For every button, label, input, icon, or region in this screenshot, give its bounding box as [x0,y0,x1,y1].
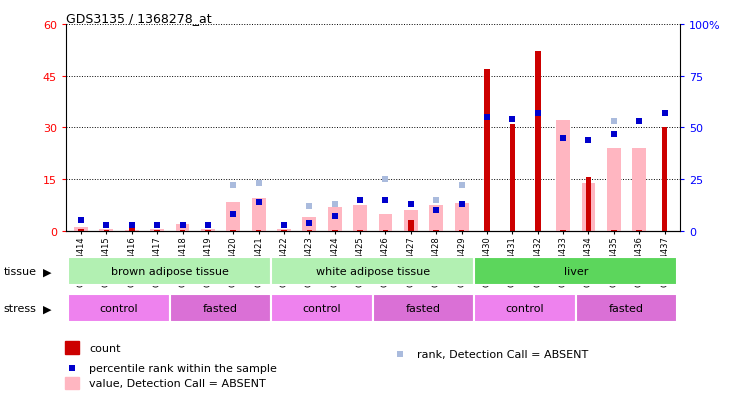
Text: fasted: fasted [406,304,441,314]
Bar [556,121,570,231]
Text: fasted: fasted [609,304,644,314]
Text: GDS3135 / 1368278_at: GDS3135 / 1368278_at [66,12,211,25]
Bar [632,149,646,231]
Bar [68,295,170,323]
Bar [150,230,164,231]
Bar [404,211,418,231]
Text: ▶: ▶ [43,304,52,314]
Bar [99,230,113,231]
Bar [535,52,540,231]
Bar [429,206,443,231]
Bar [327,207,341,231]
Text: tissue: tissue [4,266,37,277]
Bar [474,258,678,285]
Bar [662,128,667,231]
Bar [65,377,79,389]
Bar [353,206,367,231]
Bar [68,258,271,285]
Bar [170,295,271,323]
Bar [306,230,312,231]
Text: control: control [506,304,545,314]
Text: count: count [89,343,121,353]
Bar [281,230,287,231]
Bar [180,230,185,231]
Bar [205,230,211,231]
Bar [78,230,84,231]
Bar [586,178,591,231]
Bar [581,183,596,231]
Bar [154,230,160,231]
Bar [271,258,474,285]
Text: fasted: fasted [203,304,238,314]
Text: percentile rank within the sample: percentile rank within the sample [89,363,277,373]
Bar [576,295,678,323]
Text: stress: stress [4,304,37,314]
Bar [607,149,621,231]
Bar [373,295,474,323]
Text: liver: liver [564,266,588,277]
Bar [65,342,79,354]
Bar [379,214,393,231]
Bar [201,230,215,231]
Bar [383,230,388,231]
Bar [104,230,109,231]
Bar [74,228,88,231]
Text: control: control [303,304,341,314]
Bar [303,218,317,231]
Bar [230,230,236,231]
Bar [561,230,566,231]
Text: rank, Detection Call = ABSENT: rank, Detection Call = ABSENT [417,349,588,359]
Text: control: control [99,304,138,314]
Bar [271,295,373,323]
Bar [510,125,515,231]
Bar [129,227,135,231]
Bar [256,230,262,231]
Bar [175,224,189,231]
Text: value, Detection Call = ABSENT: value, Detection Call = ABSENT [89,378,266,388]
Bar [484,69,490,231]
Bar [433,230,439,231]
Bar [611,230,617,231]
Bar [277,230,291,231]
Bar [125,230,139,231]
Text: white adipose tissue: white adipose tissue [316,266,430,277]
Bar [332,230,338,231]
Bar [455,204,469,231]
Bar [357,230,363,231]
Bar [251,199,265,231]
Text: brown adipose tissue: brown adipose tissue [111,266,229,277]
Bar [474,295,576,323]
Text: ▶: ▶ [43,266,52,277]
Bar [637,230,642,231]
Bar [227,202,240,231]
Bar [459,230,464,231]
Bar [408,221,414,231]
